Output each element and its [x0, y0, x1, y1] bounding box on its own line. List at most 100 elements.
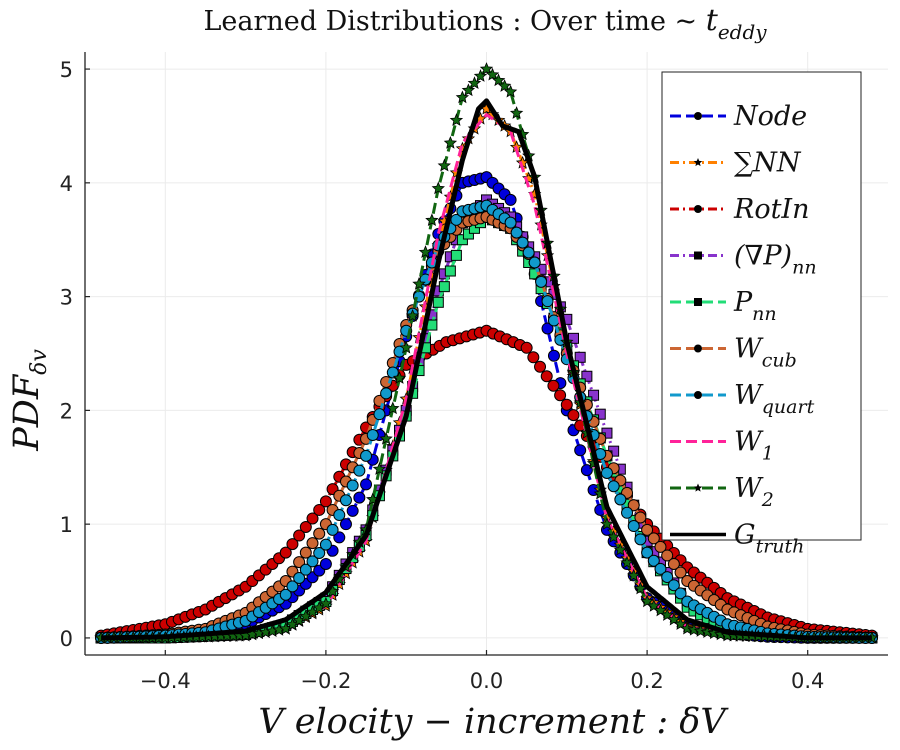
data-point [547, 349, 560, 362]
legend-label-main: W [734, 427, 764, 458]
legend-label-sub: cub [762, 350, 797, 372]
data-point [380, 387, 393, 400]
legend-label-sub: quart [762, 396, 815, 418]
legend-label-main: G [734, 520, 756, 551]
data-point [503, 84, 518, 98]
y-axis-label-main: PDF [7, 373, 47, 452]
x-axis-ticks: −0.4 −0.2 0.0 0.2 0.4 [140, 650, 824, 693]
data-point [647, 599, 661, 612]
y-tick-label: 4 [60, 172, 73, 196]
data-point [641, 523, 654, 536]
data-point [485, 67, 500, 81]
series-layer [94, 62, 879, 644]
data-point [547, 314, 560, 327]
data-point [386, 366, 399, 379]
data-point [293, 556, 306, 569]
data-point [674, 566, 687, 579]
data-point [534, 360, 547, 373]
series-G_truth [100, 98, 873, 641]
data-point [333, 509, 346, 522]
y-tick-label: 2 [60, 399, 73, 423]
data-point [581, 370, 593, 382]
data-point [560, 398, 573, 411]
series-W_2 [94, 62, 879, 644]
chart-title-sub: eddy [718, 20, 767, 44]
data-point [449, 113, 464, 126]
data-point [462, 228, 474, 240]
data-point [360, 478, 373, 491]
data-point [319, 557, 332, 570]
legend-swatch-marker [693, 158, 703, 167]
data-point [279, 588, 292, 601]
legend: Node∑NNRotIn(∇P)nnPnnWcubWquartW1W2Gtrut… [661, 71, 862, 558]
data-point [661, 571, 674, 584]
data-point [286, 580, 299, 593]
legend-label: Pnn [733, 287, 777, 325]
data-point [346, 479, 359, 492]
legend-entry: Gtruth [670, 520, 804, 558]
data-point [607, 480, 620, 493]
data-point [405, 308, 420, 322]
y-tick-label: 0 [60, 627, 73, 651]
data-point [600, 517, 614, 530]
legend-label: RotIn [733, 194, 810, 225]
data-point [339, 494, 352, 507]
y-tick-label: 3 [60, 286, 73, 310]
data-point [674, 587, 687, 600]
data-point [456, 234, 468, 246]
data-point [594, 408, 606, 420]
data-point [634, 533, 647, 546]
data-point [574, 444, 587, 457]
legend-swatch-marker [694, 205, 702, 213]
data-point [520, 341, 533, 354]
data-point [504, 216, 517, 229]
data-point [293, 529, 306, 542]
data-point [313, 546, 326, 559]
data-point [491, 73, 506, 87]
data-point [647, 554, 660, 567]
legend-entry: ∑NN [670, 148, 802, 179]
legend-label-sub: 2 [761, 489, 774, 511]
data-point [654, 540, 667, 553]
data-point [392, 371, 407, 384]
legend-swatch-marker [694, 251, 702, 260]
y-axis-label-sub: δv [27, 349, 52, 375]
data-point [443, 135, 458, 149]
data-point [412, 277, 426, 290]
legend-label-sub: nn [752, 303, 776, 325]
data-point [621, 506, 634, 519]
data-point [516, 236, 529, 249]
legend-label-main: Node [733, 101, 807, 132]
data-point [455, 90, 470, 104]
legend-swatch-marker [694, 344, 702, 353]
data-point [667, 612, 681, 626]
legend-label: Wquart [734, 380, 815, 418]
legend-label-main: RotIn [733, 194, 810, 225]
legend-swatch-marker [693, 483, 703, 492]
data-point [660, 608, 674, 621]
x-tick-label: 0.0 [470, 669, 503, 693]
data-point [279, 546, 292, 559]
y-axis-label: PDFδv [7, 349, 52, 452]
data-point [379, 431, 393, 445]
legend-entry: Pnn [670, 287, 777, 325]
chart-title: Learned Distributions : Over time ~ tedd… [203, 3, 767, 44]
data-point [313, 527, 326, 540]
legend-label-main: W [734, 380, 764, 411]
chart-title-var: t [706, 3, 719, 38]
legend-label: (∇P)nn [734, 241, 817, 279]
data-point [326, 523, 339, 536]
data-point [541, 322, 554, 335]
legend-label: Gtruth [734, 520, 804, 558]
data-point [627, 520, 640, 533]
data-point [353, 491, 366, 504]
legend-label: Node [733, 101, 807, 132]
x-axis-label: V elocity − increment : δV [258, 702, 729, 742]
data-point [425, 213, 439, 227]
data-point [588, 389, 600, 401]
data-point [437, 158, 451, 172]
data-point [333, 531, 346, 544]
legend-label: W2 [734, 473, 774, 511]
data-point [319, 495, 332, 508]
x-tick-label: −0.4 [140, 669, 191, 693]
